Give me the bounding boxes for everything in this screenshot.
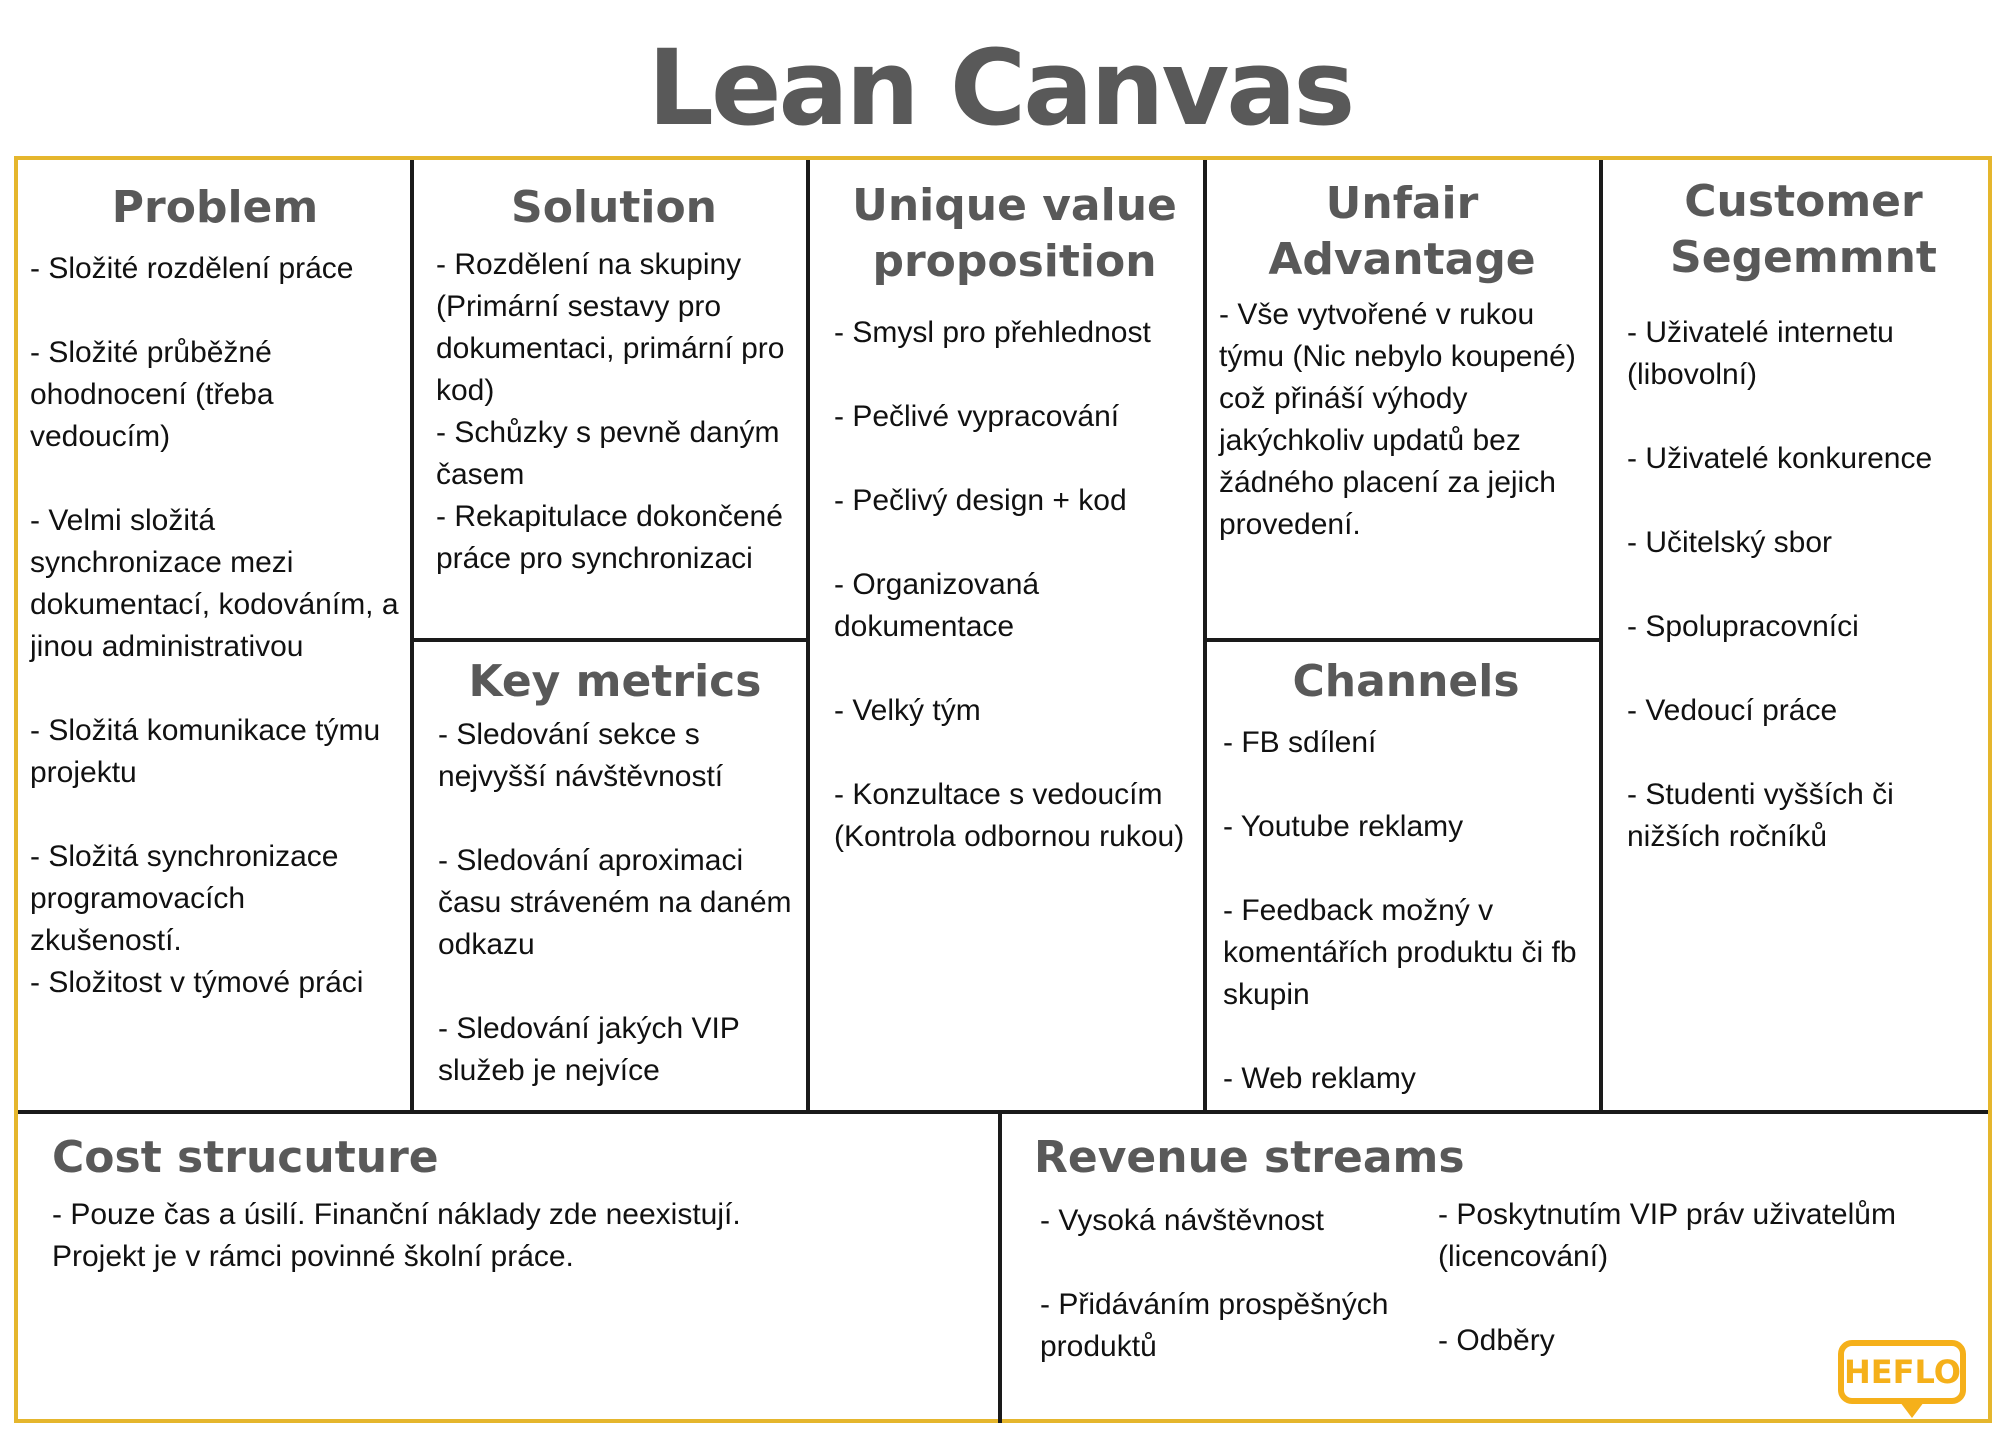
list-item: - Vedoucí práce xyxy=(1627,694,1838,727)
list-item: - Organizovaná dokumentace xyxy=(834,568,1040,643)
divider xyxy=(1203,160,1207,1110)
channels-heading: Channels xyxy=(1292,656,1520,707)
list-item: - Velmi složitá synchronizace mezi dokum… xyxy=(30,504,399,663)
cost-structure-text: - Pouze čas a úsilí. Finanční náklady zd… xyxy=(52,1198,741,1273)
list-item: - Feedback možný v komentářích produktu … xyxy=(1223,894,1577,1011)
customer-segments-section: Customer Segemmnt - Uživatelé internetu … xyxy=(1603,160,1988,1110)
list-item: - Složitost v týmové práci xyxy=(30,966,364,999)
list-item: - Sledování sekce s nejvyšší návštěvnost… xyxy=(438,718,724,793)
unfair-advantage-section: Unfair Advantage - Vše vytvořené v rukou… xyxy=(1207,160,1599,638)
channels-section: Channels - FB sdílení - Youtube reklamy … xyxy=(1207,642,1599,1110)
channels-list: - FB sdílení - Youtube reklamy - Feedbac… xyxy=(1223,722,1589,1100)
list-item: - Vše vytvořené v rukou týmu (Nic nebylo… xyxy=(1219,298,1576,541)
revenue-streams-heading: Revenue streams xyxy=(1034,1132,1465,1183)
list-item: - Učitelský sbor xyxy=(1627,526,1833,559)
solution-heading: Solution xyxy=(511,182,717,233)
divider xyxy=(998,1110,1002,1423)
list-item: - Odběry xyxy=(1438,1324,1555,1357)
problem-heading: Problem xyxy=(111,182,319,233)
page-title: Lean Canvas xyxy=(647,27,1356,149)
list-item: - Rekapitulace dokončené práce pro synch… xyxy=(436,500,783,575)
list-item: - Složitá komunikace týmu projektu xyxy=(30,714,381,789)
divider xyxy=(806,160,810,1110)
list-item: - Velký tým xyxy=(834,694,981,727)
revenue-streams-left-list: - Vysoká návštěvnost - Přidáváním prospě… xyxy=(1040,1200,1420,1368)
cost-structure-heading: Cost strucuture xyxy=(52,1132,439,1183)
divider xyxy=(18,1110,1988,1114)
list-item: - Rozdělení na skupiny (Primární sestavy… xyxy=(436,248,785,407)
list-item: - Složité rozdělení práce xyxy=(30,252,354,285)
list-item: - Pečlivé vypracování xyxy=(834,400,1120,433)
revenue-streams-section: Revenue streams - Vysoká návštěvnost - P… xyxy=(1002,1114,1988,1423)
problem-section: Problem - Složité rozdělení práce - Slož… xyxy=(18,160,410,1110)
lean-canvas-board: Problem - Složité rozdělení práce - Slož… xyxy=(14,156,1992,1423)
cost-structure-section: Cost strucuture - Pouze čas a úsilí. Fin… xyxy=(18,1114,998,1423)
key-metrics-heading: Key metrics xyxy=(468,656,762,707)
list-item: - Složité průběžné ohodnocení (třeba ved… xyxy=(30,336,274,453)
list-item: - Studenti vyšších či nižších ročníků xyxy=(1627,778,1894,853)
divider xyxy=(410,638,810,642)
uvp-list: - Smysl pro přehlednost - Pečlivé vyprac… xyxy=(834,312,1195,858)
heflo-logo: HEFLO xyxy=(1838,1340,1966,1418)
solution-section: Solution - Rozdělení na skupiny (Primárn… xyxy=(414,160,806,638)
divider xyxy=(410,160,414,1110)
list-item: - Vysoká návštěvnost xyxy=(1040,1204,1325,1237)
unfair-advantage-list: - Vše vytvořené v rukou týmu (Nic nebylo… xyxy=(1219,294,1585,546)
list-item: - Youtube reklamy xyxy=(1223,810,1464,843)
customer-segments-list: - Uživatelé internetu (libovolní) - Uživ… xyxy=(1627,312,1980,858)
customer-segments-heading: Customer Segemmnt xyxy=(1670,176,1937,283)
list-item: - Konzultace s vedoucím (Kontrola odborn… xyxy=(834,778,1185,853)
revenue-streams-right-list: - Poskytnutím VIP práv uživatelům (licen… xyxy=(1438,1194,1958,1362)
list-item: - Složitá synchronizace programovacích z… xyxy=(30,840,339,957)
problem-list: - Složité rozdělení práce - Složité průb… xyxy=(30,248,400,1004)
uvp-heading: Unique value proposition xyxy=(852,180,1177,287)
list-item: - FB sdílení xyxy=(1223,726,1377,759)
divider xyxy=(1203,638,1603,642)
uvp-section: Unique value proposition - Smysl pro pře… xyxy=(810,160,1203,1110)
list-item: - Sledování aproximaci času stráveném na… xyxy=(438,844,792,961)
list-item: - Pečlivý design + kod xyxy=(834,484,1127,517)
key-metrics-list: - Sledování sekce s nejvyšší návštěvnost… xyxy=(438,714,792,1092)
list-item: - Uživatelé konkurence xyxy=(1627,442,1933,475)
list-item: - Poskytnutím VIP práv uživatelům (licen… xyxy=(1438,1198,1896,1273)
list-item: - Uživatelé internetu (libovolní) xyxy=(1627,316,1894,391)
list-item: - Schůzky s pevně daným časem xyxy=(436,416,780,491)
divider xyxy=(1599,160,1603,1110)
list-item: - Přidáváním prospěšných produktů xyxy=(1040,1288,1389,1363)
unfair-advantage-heading: Unfair Advantage xyxy=(1268,178,1536,285)
key-metrics-section: Key metrics - Sledování sekce s nejvyšší… xyxy=(414,642,806,1110)
list-item: - Sledování jakých VIP služeb je nejvíce xyxy=(438,1012,740,1087)
list-item: - Smysl pro přehlednost xyxy=(834,316,1151,349)
solution-list: - Rozdělení na skupiny (Primární sestavy… xyxy=(436,244,792,580)
list-item: - Web reklamy xyxy=(1223,1062,1416,1095)
list-item: - Spolupracovníci xyxy=(1627,610,1859,643)
